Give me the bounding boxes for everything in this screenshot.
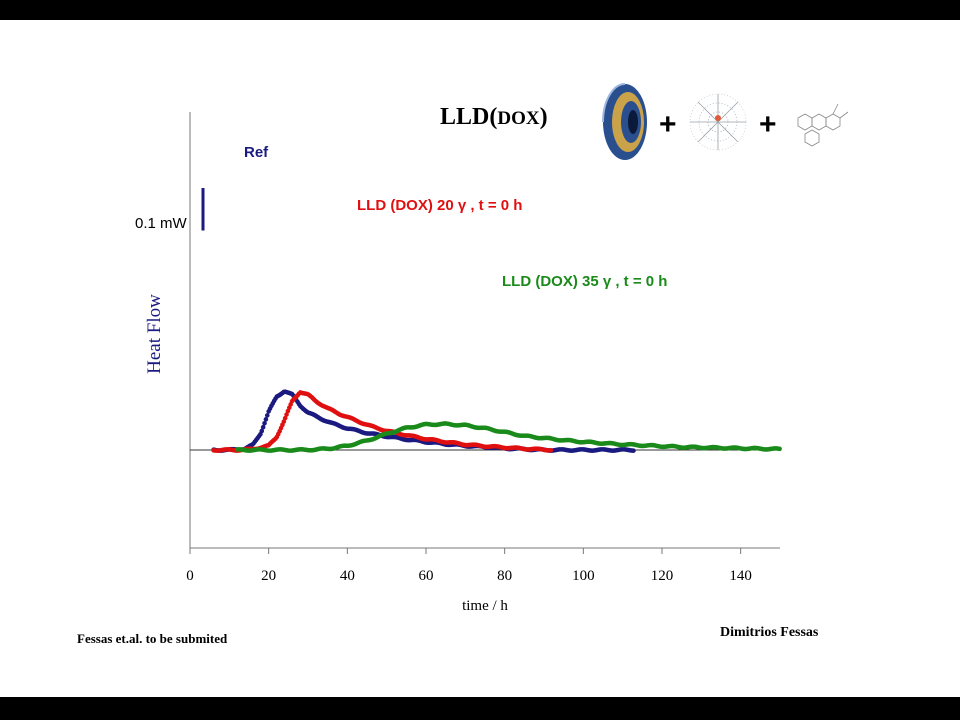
data-point	[548, 447, 554, 453]
series-label: LLD (DOX) 35 γ , t = 0 h	[502, 273, 667, 290]
data-point	[282, 415, 288, 421]
x-tick-label: 140	[729, 568, 752, 584]
data-point	[264, 413, 270, 418]
plus-sign: +	[659, 108, 677, 141]
data-point	[262, 421, 267, 426]
scale-bar-label: 0.1 mW	[135, 215, 188, 232]
data-point	[260, 424, 266, 430]
dendrimer-icon	[689, 93, 747, 151]
heat-flow-chart: 0 20 40 60 80 100 120 140 time / h Heat Flow 0.1 m…	[135, 112, 782, 614]
footer-author: Dimitrios Fessas	[720, 625, 819, 640]
doxorubicin-icon	[797, 103, 849, 147]
x-tick-label: 40	[340, 568, 355, 584]
series-layer	[211, 389, 782, 453]
x-tick-label: 0	[186, 568, 194, 584]
plus-sign: +	[759, 108, 777, 141]
molecules-illustration	[602, 83, 849, 160]
data-point	[631, 448, 636, 453]
slide-title: LLD(DOX)	[440, 104, 548, 130]
series-label: Ref	[244, 144, 269, 161]
x-tick-label: 80	[497, 568, 512, 584]
slide: 0 20 40 60 80 100 120 140 time / h Heat Flow 0.1 m…	[0, 20, 960, 697]
y-axis-label: Heat Flow	[144, 294, 165, 374]
data-point	[263, 417, 269, 422]
x-tick-label: 120	[651, 568, 674, 584]
series-label: LLD (DOX) 20 γ , t = 0 h	[357, 197, 522, 214]
data-point	[777, 446, 782, 452]
data-point	[259, 428, 265, 434]
series-2	[234, 421, 782, 453]
x-tick-label: 20	[261, 568, 276, 584]
x-tick-label: 100	[572, 568, 595, 584]
liposome-icon	[602, 83, 647, 160]
data-point	[284, 412, 289, 417]
x-axis-label: time / h	[462, 598, 508, 614]
footer-citation: Fessas et.al. to be submited	[77, 631, 228, 646]
data-point	[281, 419, 287, 424]
x-tick-label: 60	[419, 568, 434, 584]
labels-layer: 0 20 40 60 80 100 120 140 time / h Heat Flow 0.1 m…	[135, 144, 752, 614]
